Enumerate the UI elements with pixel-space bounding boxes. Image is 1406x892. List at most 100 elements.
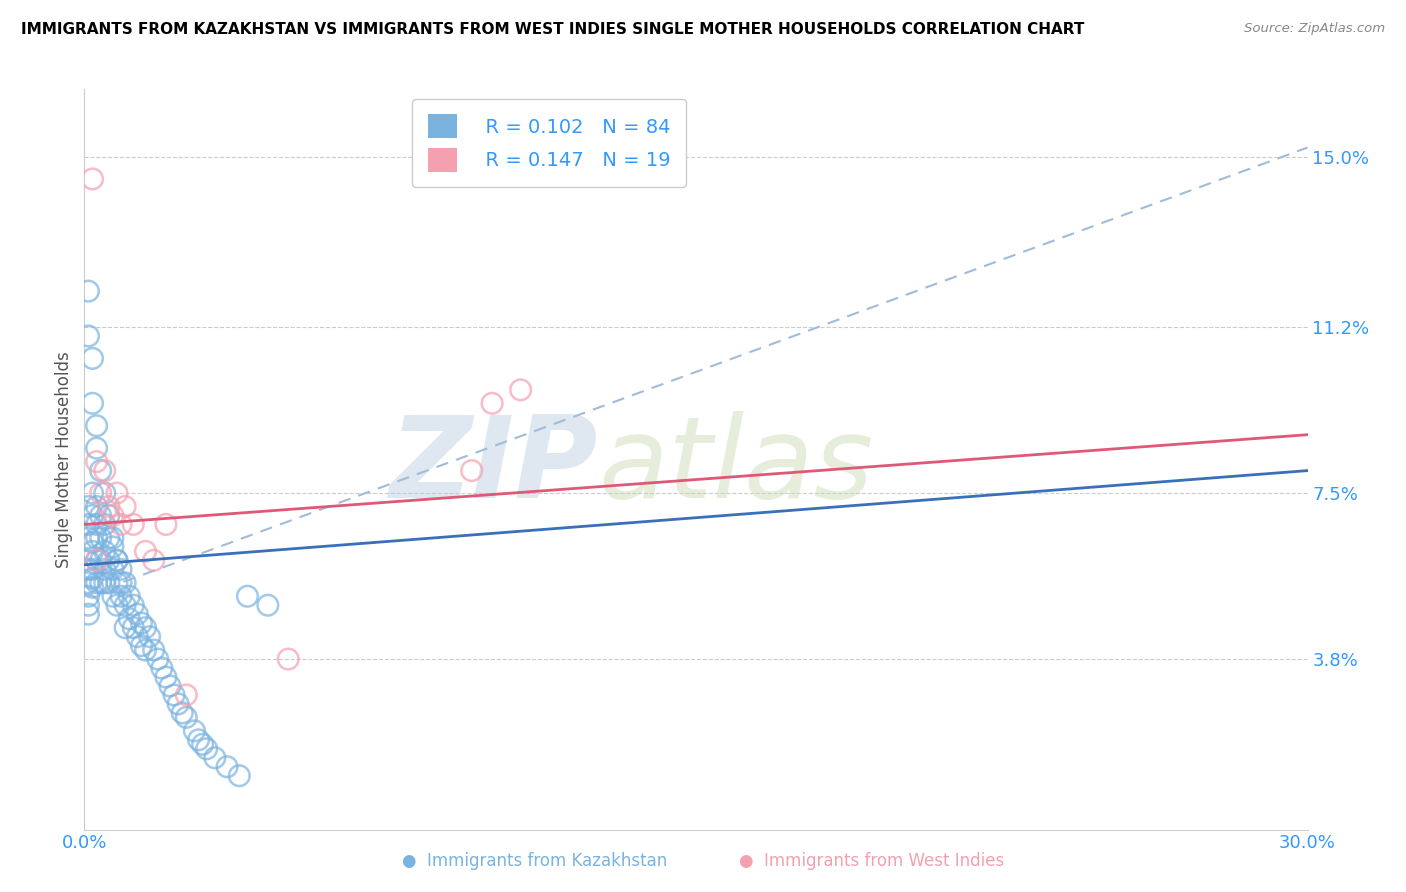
Point [90, 553, 112, 567]
Point [135, 621, 157, 635]
Point [101, 508, 124, 523]
Point [93, 517, 115, 532]
Point [86, 531, 108, 545]
Point [138, 630, 160, 644]
Point [105, 598, 128, 612]
Text: atlas: atlas [598, 411, 873, 523]
Point [131, 639, 153, 653]
Point [127, 607, 149, 622]
Point [187, 732, 209, 747]
Point [86, 500, 108, 514]
Point [82, 571, 104, 585]
Point [101, 589, 124, 603]
Point [122, 621, 145, 635]
Point [86, 441, 108, 455]
Point [90, 486, 112, 500]
Point [277, 652, 299, 666]
Point [86, 553, 108, 567]
Point [82, 544, 104, 558]
Point [82, 580, 104, 594]
Point [93, 464, 115, 478]
Point [82, 351, 104, 366]
Point [481, 396, 503, 410]
Point [155, 670, 177, 684]
Point [461, 464, 484, 478]
Point [105, 486, 128, 500]
Point [77, 531, 100, 545]
Text: Source: ZipAtlas.com: Source: ZipAtlas.com [1244, 22, 1385, 36]
Point [77, 598, 100, 612]
Point [167, 697, 190, 711]
Point [77, 562, 100, 576]
Point [191, 737, 214, 751]
Point [174, 688, 197, 702]
Point [114, 621, 136, 635]
Point [86, 455, 108, 469]
Point [86, 553, 108, 567]
Point [97, 575, 120, 590]
Point [82, 562, 104, 576]
Point [114, 575, 136, 590]
Point [97, 508, 120, 523]
Point [101, 562, 124, 576]
Point [77, 284, 100, 298]
Point [105, 553, 128, 567]
Point [110, 589, 132, 603]
Point [77, 607, 100, 622]
Point [135, 643, 157, 657]
Point [93, 486, 115, 500]
Point [82, 396, 104, 410]
Point [93, 575, 115, 590]
Text: ●  Immigrants from West Indies: ● Immigrants from West Indies [740, 852, 1004, 870]
Point [82, 172, 104, 186]
Point [77, 329, 100, 343]
Point [127, 630, 149, 644]
Point [146, 652, 169, 666]
Point [77, 500, 100, 514]
Point [155, 517, 177, 532]
Point [142, 553, 165, 567]
Point [172, 706, 194, 720]
Point [77, 589, 100, 603]
Point [257, 598, 280, 612]
Point [131, 616, 153, 631]
Point [142, 643, 165, 657]
Point [114, 598, 136, 612]
Point [86, 418, 108, 433]
Point [195, 741, 218, 756]
Point [110, 517, 132, 532]
Point [93, 544, 115, 558]
Point [150, 661, 173, 675]
Point [110, 562, 132, 576]
Point [77, 517, 100, 532]
Point [118, 589, 141, 603]
Point [204, 751, 226, 765]
Point [217, 760, 239, 774]
Point [105, 553, 128, 567]
Point [105, 575, 128, 590]
Point [90, 575, 112, 590]
Point [82, 535, 104, 549]
Point [135, 544, 157, 558]
Point [110, 575, 132, 590]
Point [183, 723, 205, 738]
Point [97, 531, 120, 545]
Point [118, 612, 141, 626]
Point [174, 710, 197, 724]
Point [90, 464, 112, 478]
Text: ZIP: ZIP [389, 411, 598, 523]
Point [509, 383, 531, 397]
Point [163, 688, 186, 702]
Point [159, 679, 181, 693]
Point [101, 531, 124, 545]
Point [97, 500, 120, 514]
Point [93, 562, 115, 576]
Y-axis label: Single Mother Households: Single Mother Households [55, 351, 73, 567]
Point [86, 517, 108, 532]
Point [86, 575, 108, 590]
Point [77, 553, 100, 567]
Text: ●  Immigrants from Kazakhstan: ● Immigrants from Kazakhstan [402, 852, 666, 870]
Point [228, 769, 250, 783]
Point [82, 486, 104, 500]
Point [90, 531, 112, 545]
